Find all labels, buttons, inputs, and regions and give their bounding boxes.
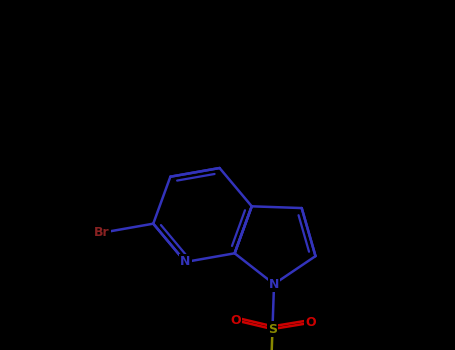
- Text: O: O: [230, 314, 241, 327]
- Text: O: O: [305, 316, 315, 329]
- Text: S: S: [268, 323, 277, 336]
- Text: Br: Br: [94, 226, 109, 239]
- Text: N: N: [180, 256, 191, 268]
- Text: N: N: [269, 278, 279, 290]
